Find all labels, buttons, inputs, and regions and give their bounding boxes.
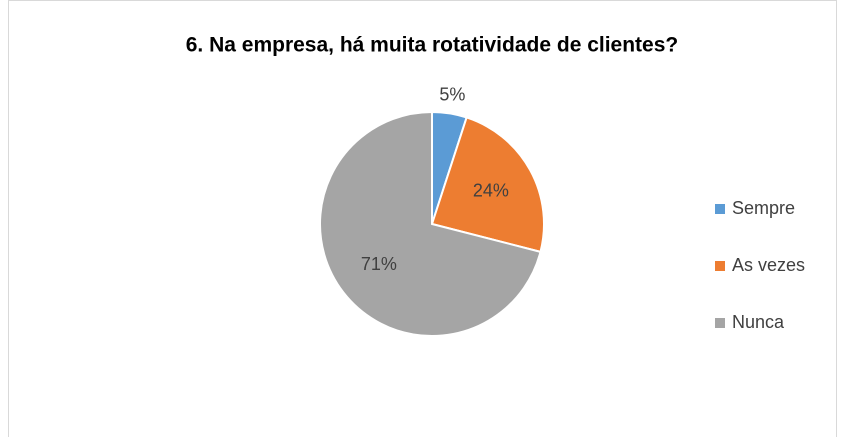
legend-swatch — [715, 204, 725, 214]
legend-swatch — [715, 261, 725, 271]
data-label: 24% — [473, 180, 509, 200]
data-label: 5% — [439, 84, 465, 104]
pie-slice — [430, 116, 545, 254]
legend-label: Nunca — [732, 312, 785, 332]
legend-label: Sempre — [732, 198, 795, 218]
data-label: 71% — [361, 254, 397, 274]
legend-label: As vezes — [732, 255, 805, 275]
pie-slice — [319, 110, 542, 337]
legend-swatch — [715, 318, 725, 328]
chart-title: 6. Na empresa, há muita rotatividade de … — [186, 34, 679, 57]
